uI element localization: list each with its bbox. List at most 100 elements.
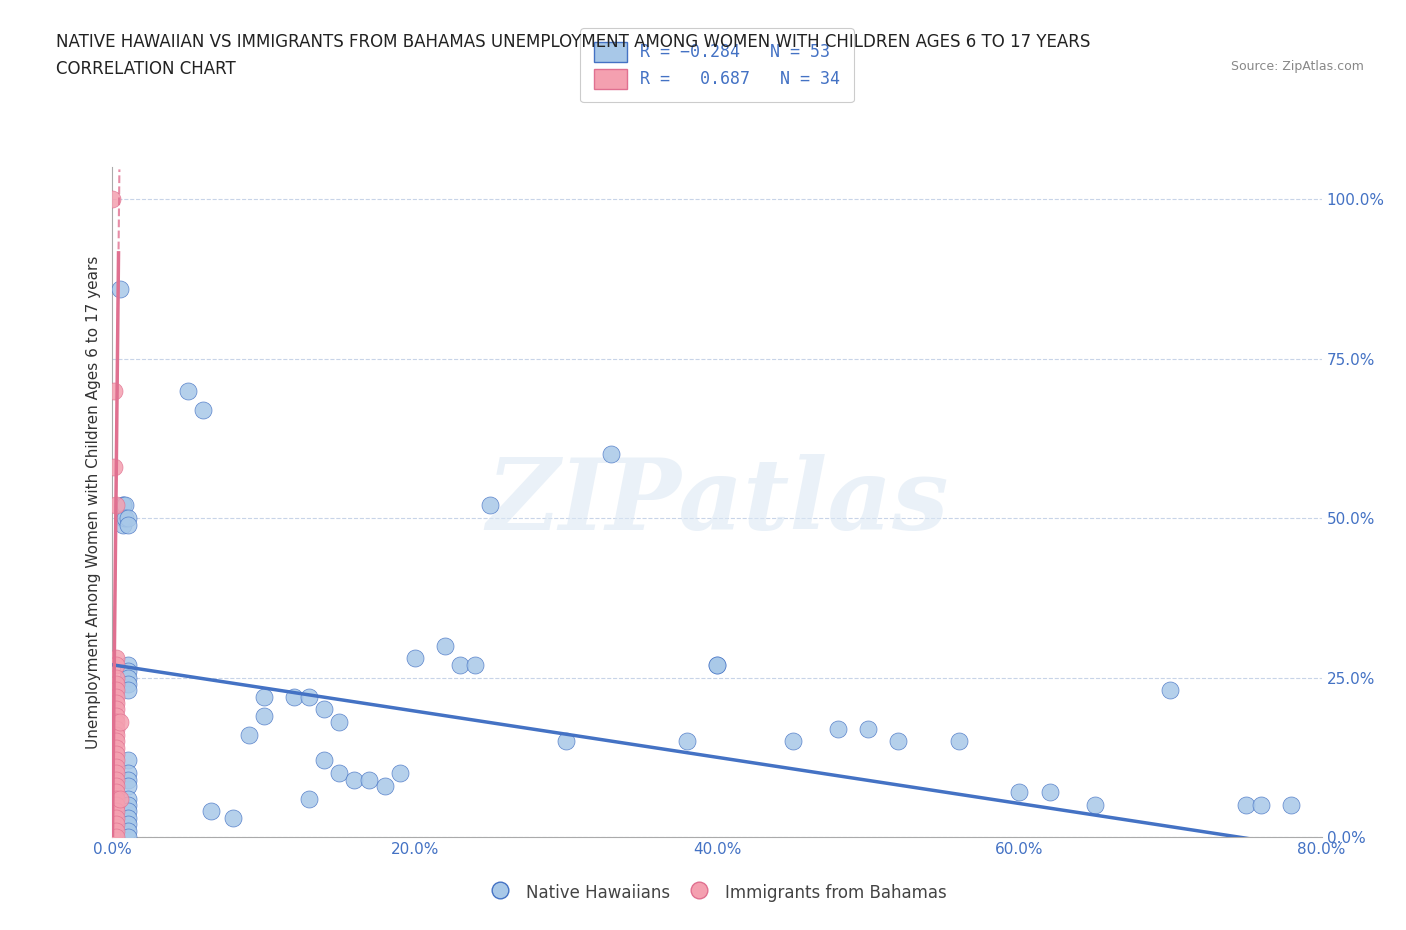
Point — [554, 734, 576, 749]
Point — [706, 658, 728, 672]
Point — [117, 753, 139, 768]
Point — [104, 830, 127, 844]
Point — [388, 765, 411, 780]
Point — [359, 772, 381, 787]
Point — [343, 772, 366, 787]
Point — [104, 676, 127, 691]
Point — [104, 651, 127, 666]
Text: CORRELATION CHART: CORRELATION CHART — [56, 60, 236, 78]
Point — [328, 765, 350, 780]
Point — [449, 658, 471, 672]
Point — [114, 511, 136, 525]
Legend: Native Hawaiians, Immigrants from Bahamas: Native Hawaiians, Immigrants from Bahama… — [481, 875, 953, 909]
Point — [374, 778, 396, 793]
Point — [117, 830, 139, 844]
Point — [117, 765, 139, 780]
Point — [1038, 785, 1062, 800]
Point — [104, 689, 127, 704]
Point — [404, 651, 426, 666]
Point — [675, 734, 697, 749]
Point — [433, 638, 456, 653]
Point — [600, 447, 623, 462]
Point — [104, 810, 127, 825]
Point — [238, 727, 260, 742]
Point — [104, 798, 127, 813]
Point — [104, 747, 127, 762]
Point — [1250, 798, 1272, 813]
Point — [948, 734, 970, 749]
Point — [108, 791, 131, 806]
Point — [104, 727, 127, 742]
Point — [117, 791, 139, 806]
Point — [253, 709, 276, 724]
Point — [104, 721, 127, 736]
Point — [1234, 798, 1257, 813]
Point — [1008, 785, 1031, 800]
Point — [104, 785, 127, 800]
Point — [114, 498, 136, 512]
Point — [1159, 683, 1181, 698]
Point — [104, 817, 127, 831]
Point — [104, 778, 127, 793]
Point — [117, 772, 139, 787]
Point — [298, 689, 321, 704]
Point — [112, 511, 135, 525]
Text: ZIPatlas: ZIPatlas — [486, 454, 948, 551]
Point — [283, 689, 305, 704]
Point — [117, 511, 139, 525]
Point — [108, 715, 131, 730]
Point — [108, 281, 131, 296]
Point — [117, 810, 139, 825]
Point — [117, 676, 139, 691]
Point — [479, 498, 502, 512]
Point — [112, 517, 135, 532]
Point — [191, 403, 214, 418]
Point — [104, 753, 127, 768]
Point — [104, 658, 127, 672]
Point — [104, 804, 127, 819]
Point — [104, 709, 127, 724]
Point — [104, 671, 127, 685]
Text: NATIVE HAWAIIAN VS IMMIGRANTS FROM BAHAMAS UNEMPLOYMENT AMONG WOMEN WITH CHILDRE: NATIVE HAWAIIAN VS IMMIGRANTS FROM BAHAM… — [56, 33, 1091, 50]
Point — [104, 791, 127, 806]
Point — [117, 664, 139, 679]
Point — [706, 658, 728, 672]
Point — [1279, 798, 1302, 813]
Text: Source: ZipAtlas.com: Source: ZipAtlas.com — [1230, 60, 1364, 73]
Point — [104, 772, 127, 787]
Point — [314, 702, 336, 717]
Point — [253, 689, 276, 704]
Point — [104, 715, 127, 730]
Point — [117, 683, 139, 698]
Point — [104, 683, 127, 698]
Point — [222, 810, 245, 825]
Point — [117, 804, 139, 819]
Point — [117, 817, 139, 831]
Point — [117, 823, 139, 838]
Point — [117, 517, 139, 532]
Point — [200, 804, 222, 819]
Point — [104, 765, 127, 780]
Point — [177, 383, 200, 398]
Point — [887, 734, 910, 749]
Point — [104, 734, 127, 749]
Point — [112, 498, 135, 512]
Point — [827, 721, 849, 736]
Point — [104, 760, 127, 775]
Point — [104, 740, 127, 755]
Point — [314, 753, 336, 768]
Point — [117, 658, 139, 672]
Point — [104, 702, 127, 717]
Point — [112, 498, 135, 512]
Point — [782, 734, 804, 749]
Point — [103, 383, 125, 398]
Point — [117, 778, 139, 793]
Point — [328, 715, 350, 730]
Point — [117, 671, 139, 685]
Point — [1084, 798, 1107, 813]
Point — [464, 658, 486, 672]
Y-axis label: Unemployment Among Women with Children Ages 6 to 17 years: Unemployment Among Women with Children A… — [86, 256, 101, 749]
Point — [104, 696, 127, 711]
Point — [104, 823, 127, 838]
Point — [104, 498, 127, 512]
